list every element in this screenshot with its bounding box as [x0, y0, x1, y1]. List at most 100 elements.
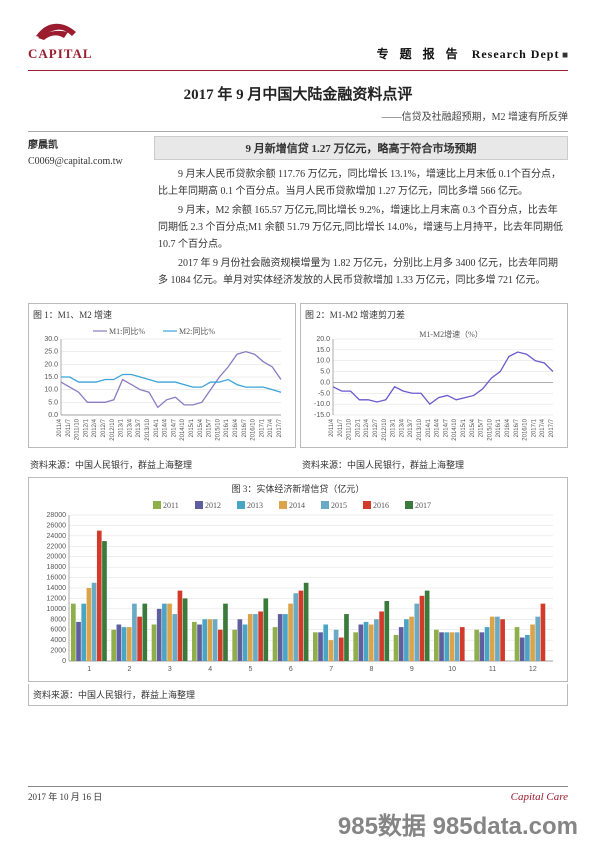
- svg-text:4: 4: [208, 666, 212, 673]
- watermark: 985数据 985data.com: [338, 806, 578, 841]
- svg-text:2014/10: 2014/10: [180, 418, 186, 440]
- svg-text:26000: 26000: [47, 522, 67, 529]
- svg-text:2015/1: 2015/1: [461, 418, 467, 437]
- svg-text:2014/7: 2014/7: [443, 418, 449, 437]
- footer-logo: Capital Care: [511, 791, 568, 803]
- svg-text:15.0: 15.0: [44, 374, 58, 381]
- chart2-source: 资料来源：中国人民银行，群益上海整理: [300, 456, 568, 473]
- para-1: 9 月末人民币贷款余额 117.76 万亿元，同比增长 13.1%，增速比上月末…: [158, 166, 564, 200]
- header-right: 专 题 报 告 Research Dept ■: [377, 45, 568, 62]
- svg-text:9: 9: [410, 666, 414, 673]
- svg-text:2011/10: 2011/10: [75, 418, 81, 440]
- svg-text:2016/4: 2016/4: [505, 418, 511, 437]
- header-dept: Research Dept: [472, 47, 560, 61]
- svg-text:2011: 2011: [163, 501, 179, 510]
- svg-text:22000: 22000: [47, 543, 67, 550]
- svg-text:2017/1: 2017/1: [259, 418, 265, 437]
- svg-text:2013/10: 2013/10: [145, 418, 151, 440]
- svg-text:6: 6: [289, 666, 293, 673]
- chart1-box: 图 1：M1、M2 增速 M1:同比%M2:同比%0.05.010.015.02…: [28, 303, 296, 448]
- svg-text:2013/7: 2013/7: [408, 418, 414, 437]
- svg-text:2015: 2015: [331, 501, 347, 510]
- chart1-source: 资料来源：中国人民银行，群益上海整理: [28, 456, 296, 473]
- svg-text:M1-M2增速（%）: M1-M2增速（%）: [419, 329, 483, 339]
- chart1-caption: 图 1：M1、M2 增速: [33, 308, 291, 321]
- svg-text:-10.0: -10.0: [314, 401, 330, 408]
- svg-text:24000: 24000: [47, 533, 67, 540]
- svg-text:2012/10: 2012/10: [110, 418, 116, 440]
- svg-text:2016/7: 2016/7: [514, 418, 520, 437]
- svg-text:2017/7: 2017/7: [549, 418, 555, 437]
- author-email: C0069@capital.com.tw: [28, 154, 148, 170]
- svg-text:2011/7: 2011/7: [338, 418, 344, 437]
- svg-text:2017: 2017: [415, 501, 431, 510]
- svg-text:2014/1: 2014/1: [426, 418, 432, 437]
- chart2-svg: M1-M2增速（%）-15.0-10.0-5.00.05.010.015.020…: [305, 323, 557, 443]
- svg-text:12: 12: [529, 666, 537, 673]
- svg-text:2014/4: 2014/4: [163, 418, 169, 437]
- svg-text:2012/7: 2012/7: [101, 418, 107, 437]
- svg-text:30.0: 30.0: [44, 336, 58, 343]
- chart3-caption: 图 3：实体经济新增信贷（亿元）: [33, 482, 563, 495]
- dept-square: ■: [562, 50, 568, 61]
- svg-text:0.0: 0.0: [320, 379, 330, 386]
- svg-text:2012/1: 2012/1: [355, 418, 361, 437]
- svg-text:2015/4: 2015/4: [198, 418, 204, 437]
- svg-text:7: 7: [329, 666, 333, 673]
- svg-text:5.0: 5.0: [320, 369, 330, 376]
- svg-text:2012/10: 2012/10: [382, 418, 388, 440]
- svg-text:2017/7: 2017/7: [277, 418, 283, 437]
- svg-text:M2:同比%: M2:同比%: [179, 326, 215, 336]
- svg-text:2014/10: 2014/10: [452, 418, 458, 440]
- svg-text:5: 5: [249, 666, 253, 673]
- svg-text:0: 0: [62, 658, 66, 665]
- svg-text:18000: 18000: [47, 564, 67, 571]
- header-cn-title: 专 题 报 告: [377, 47, 462, 61]
- svg-text:2016/10: 2016/10: [251, 418, 257, 440]
- svg-text:2015/1: 2015/1: [189, 418, 195, 437]
- svg-text:2011/7: 2011/7: [66, 418, 72, 437]
- svg-text:2015/10: 2015/10: [215, 418, 221, 440]
- chart2-caption: 图 2：M1-M2 增速剪刀差: [305, 308, 563, 321]
- svg-text:2015/7: 2015/7: [207, 418, 213, 437]
- svg-text:2016: 2016: [373, 501, 389, 510]
- svg-text:2014/7: 2014/7: [171, 418, 177, 437]
- para-2: 9 月末，M2 余额 165.57 万亿元,同比增长 9.2%，增速比上月末高 …: [158, 202, 564, 253]
- svg-text:16000: 16000: [47, 575, 67, 582]
- svg-text:2017/4: 2017/4: [540, 418, 546, 437]
- svg-text:2014/1: 2014/1: [154, 418, 160, 437]
- svg-text:8: 8: [370, 666, 374, 673]
- svg-text:2016/1: 2016/1: [496, 418, 502, 437]
- svg-text:10000: 10000: [47, 606, 67, 613]
- svg-text:2014: 2014: [289, 501, 305, 510]
- footer: 2017 年 10 月 16 日 Capital Care: [28, 786, 568, 803]
- svg-text:2015/7: 2015/7: [479, 418, 485, 437]
- svg-text:2016/1: 2016/1: [224, 418, 230, 437]
- svg-text:20.0: 20.0: [316, 336, 330, 343]
- svg-text:2016/4: 2016/4: [233, 418, 239, 437]
- svg-text:8000: 8000: [50, 616, 66, 623]
- svg-text:2012/1: 2012/1: [83, 418, 89, 437]
- svg-text:2015/4: 2015/4: [470, 418, 476, 437]
- svg-text:2000: 2000: [50, 648, 66, 655]
- svg-text:14000: 14000: [47, 585, 67, 592]
- svg-text:2011/4: 2011/4: [329, 418, 335, 437]
- svg-text:3: 3: [168, 666, 172, 673]
- header: CAPITAL 专 题 报 告 Research Dept ■: [28, 18, 568, 62]
- svg-text:2014/4: 2014/4: [435, 418, 441, 437]
- author-block: 廖晨凯 C0069@capital.com.tw: [28, 136, 148, 297]
- chart3-source: 资料来源：中国人民银行，群益上海整理: [28, 684, 568, 706]
- svg-text:2013/1: 2013/1: [391, 418, 397, 437]
- svg-text:M1:同比%: M1:同比%: [109, 326, 145, 336]
- author-name: 廖晨凯: [28, 138, 148, 154]
- svg-text:0.0: 0.0: [48, 412, 58, 419]
- svg-text:2013/7: 2013/7: [136, 418, 142, 437]
- subtitle: ——信贷及社融超预期，M2 增速有所反弹: [28, 108, 568, 123]
- chart3-svg: 2011201220132014201520162017020004000600…: [33, 497, 559, 677]
- svg-text:20000: 20000: [47, 554, 67, 561]
- logo: CAPITAL: [28, 18, 98, 62]
- svg-text:2012/4: 2012/4: [364, 418, 370, 437]
- svg-text:11: 11: [489, 666, 496, 673]
- svg-text:1: 1: [87, 666, 91, 673]
- svg-text:10.0: 10.0: [44, 387, 58, 394]
